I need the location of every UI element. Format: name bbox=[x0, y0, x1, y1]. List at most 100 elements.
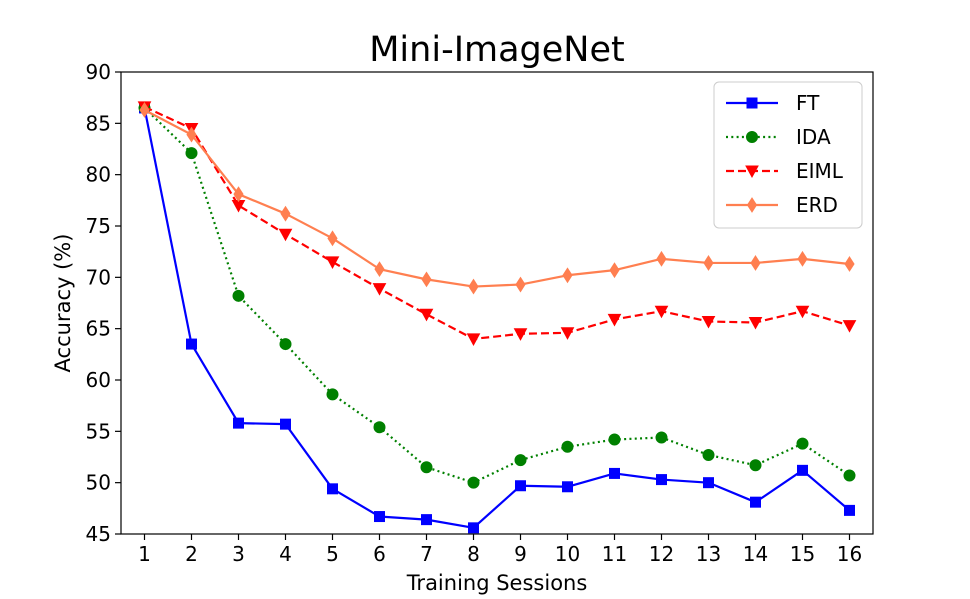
data-point-ft bbox=[515, 480, 526, 492]
axis-ticks: 1 2 3 4 5 6 7 8 9 10 11 12 13 14 15 1645505560657075808… bbox=[86, 60, 863, 566]
data-point-eiml bbox=[842, 320, 857, 333]
x-tick-label: 13 bbox=[696, 542, 721, 566]
y-tick-label: 85 bbox=[86, 111, 111, 135]
x-tick-label: 3 bbox=[232, 542, 245, 566]
x-tick-label: 14 bbox=[743, 542, 768, 566]
series-layer bbox=[137, 101, 857, 534]
data-point-ft bbox=[656, 474, 667, 486]
y-tick-label: 80 bbox=[86, 163, 111, 187]
data-point-ft bbox=[562, 481, 573, 493]
data-point-ida bbox=[232, 289, 245, 302]
x-axis-label: Training Sessions bbox=[406, 571, 588, 595]
data-point-eiml bbox=[560, 327, 575, 340]
series-line-eiml bbox=[144, 105, 850, 341]
data-point-ida bbox=[420, 461, 433, 474]
y-axis-label: Accuracy (%) bbox=[51, 234, 75, 373]
data-point-ft bbox=[374, 511, 385, 523]
legend-marker-ida bbox=[746, 131, 758, 143]
x-tick-label: 7 bbox=[420, 542, 433, 566]
data-point-eiml bbox=[654, 305, 669, 319]
x-tick-label: 6 bbox=[373, 542, 386, 566]
legend-item-ida: IDA bbox=[726, 125, 831, 149]
x-tick-label: 10 bbox=[555, 542, 580, 566]
series-line-ft bbox=[143, 107, 851, 529]
data-point-ida bbox=[561, 440, 574, 453]
data-point-ft bbox=[327, 483, 338, 495]
data-point-erd bbox=[468, 278, 479, 295]
legend-item-ft: FT bbox=[726, 91, 820, 115]
y-tick-label: 90 bbox=[86, 60, 111, 84]
data-point-eiml bbox=[513, 328, 528, 341]
x-tick-label: 11 bbox=[602, 542, 627, 566]
data-point-erd bbox=[374, 261, 385, 278]
data-point-erd bbox=[609, 262, 620, 279]
x-tick-label: 1 bbox=[138, 542, 151, 566]
y-tick-label: 75 bbox=[86, 214, 111, 238]
series-erd bbox=[139, 102, 855, 295]
data-point-ft bbox=[468, 522, 479, 534]
legend-marker-erd bbox=[746, 197, 758, 213]
data-point-ft bbox=[233, 417, 244, 429]
y-tick-label: 55 bbox=[86, 419, 111, 443]
data-point-ida bbox=[279, 338, 292, 351]
data-point-ida bbox=[655, 431, 668, 444]
data-point-eiml bbox=[325, 256, 340, 269]
data-point-ft bbox=[703, 477, 714, 489]
y-tick-label: 65 bbox=[86, 317, 111, 341]
legend-item-eiml: EIML bbox=[726, 159, 844, 183]
data-point-erd bbox=[421, 271, 432, 288]
data-point-eiml bbox=[748, 317, 763, 330]
data-point-erd bbox=[233, 186, 244, 203]
data-point-ida bbox=[749, 459, 762, 472]
data-point-ida bbox=[702, 448, 715, 461]
data-point-erd bbox=[139, 102, 150, 118]
data-point-eiml bbox=[607, 313, 622, 327]
plot-frame bbox=[120, 71, 874, 535]
data-point-ft bbox=[186, 338, 197, 350]
legend-marker-eiml bbox=[745, 165, 759, 179]
data-point-erd bbox=[280, 205, 291, 222]
data-point-eiml bbox=[795, 305, 810, 319]
series-eiml bbox=[137, 101, 857, 346]
legend-label-eiml: EIML bbox=[796, 159, 844, 183]
legend-label-ft: FT bbox=[796, 91, 820, 115]
data-point-erd bbox=[327, 230, 338, 247]
data-point-ida bbox=[326, 388, 339, 401]
data-point-eiml bbox=[231, 199, 246, 213]
data-point-ft bbox=[797, 464, 808, 476]
data-point-erd bbox=[844, 256, 855, 272]
x-tick-label: 8 bbox=[467, 542, 480, 566]
data-point-ft bbox=[750, 496, 761, 508]
data-point-erd bbox=[515, 276, 526, 293]
legend-label-ida: IDA bbox=[796, 125, 831, 149]
legend: FT IDA EIML ERD bbox=[713, 81, 863, 229]
data-point-erd bbox=[562, 267, 573, 284]
y-tick-label: 60 bbox=[86, 368, 111, 392]
y-tick-label: 70 bbox=[86, 265, 111, 289]
data-point-ft bbox=[280, 418, 291, 430]
y-tick-label: 50 bbox=[86, 471, 111, 495]
x-tick-label: 5 bbox=[326, 542, 339, 566]
series-ft bbox=[139, 102, 855, 534]
data-point-erd bbox=[750, 255, 761, 271]
y-tick-label: 45 bbox=[86, 522, 111, 546]
data-point-erd bbox=[656, 250, 667, 267]
data-point-ft bbox=[421, 514, 432, 526]
data-point-eiml bbox=[466, 333, 481, 346]
x-tick-label: 9 bbox=[514, 542, 527, 566]
data-point-ida bbox=[608, 433, 621, 446]
legend-item-erd: ERD bbox=[726, 193, 838, 217]
data-point-erd bbox=[703, 255, 714, 271]
data-point-ft bbox=[844, 504, 855, 516]
legend-label-erd: ERD bbox=[796, 193, 838, 217]
data-point-ida bbox=[373, 421, 386, 434]
x-tick-label: 12 bbox=[649, 542, 674, 566]
data-point-eiml bbox=[278, 228, 293, 242]
series-line-ida bbox=[143, 107, 851, 484]
data-point-erd bbox=[797, 250, 808, 267]
data-point-ida bbox=[514, 454, 527, 467]
data-point-eiml bbox=[701, 315, 716, 329]
data-point-ida bbox=[185, 147, 198, 160]
data-point-eiml bbox=[372, 283, 387, 296]
